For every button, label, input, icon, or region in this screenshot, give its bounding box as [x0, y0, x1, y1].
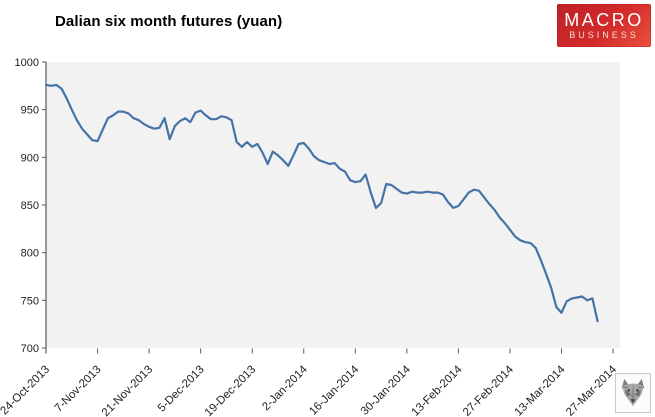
svg-text:950: 950 [21, 105, 39, 117]
wolf-face-graphic [621, 379, 645, 407]
svg-text:27-Feb-2014: 27-Feb-2014 [461, 363, 516, 417]
svg-text:700: 700 [21, 343, 39, 355]
chart-title: Dalian six month futures (yuan) [55, 13, 283, 30]
logo-text-macro: MACRO [564, 9, 644, 30]
svg-text:2-Jan-2014: 2-Jan-2014 [260, 363, 310, 413]
svg-text:16-Jan-2014: 16-Jan-2014 [307, 363, 362, 417]
svg-text:750: 750 [21, 295, 39, 307]
svg-text:850: 850 [21, 200, 39, 212]
svg-text:30-Jan-2014: 30-Jan-2014 [359, 363, 414, 417]
svg-text:13-Mar-2014: 13-Mar-2014 [513, 363, 568, 417]
svg-text:27-Mar-2014: 27-Mar-2014 [564, 363, 619, 417]
wolf-emblem-icon [615, 373, 651, 413]
svg-text:5-Dec-2013: 5-Dec-2013 [156, 364, 207, 415]
svg-text:7-Nov-2013: 7-Nov-2013 [53, 364, 104, 415]
svg-text:900: 900 [21, 152, 39, 164]
svg-text:800: 800 [21, 248, 39, 260]
svg-text:24-Oct-2013: 24-Oct-2013 [0, 364, 52, 417]
svg-text:21-Nov-2013: 21-Nov-2013 [100, 364, 155, 417]
logo-text-business: BUSINESS [569, 29, 639, 40]
svg-text:19-Dec-2013: 19-Dec-2013 [203, 364, 258, 417]
macrobusiness-logo: MACRO BUSINESS [557, 4, 651, 47]
svg-text:1000: 1000 [15, 57, 39, 69]
svg-text:13-Feb-2014: 13-Feb-2014 [409, 363, 464, 417]
